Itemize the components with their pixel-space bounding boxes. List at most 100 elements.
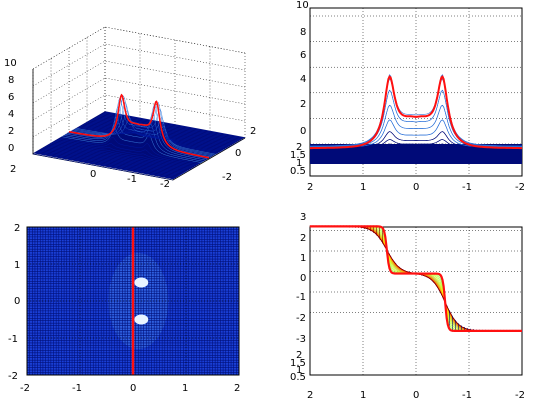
x-tick-label: -1 [72, 383, 82, 394]
x-tick-label: 2 [234, 383, 240, 394]
x-tick-label: 1 [182, 383, 188, 394]
side-view-plot: 10 8 6 4 2 0 2 1.5 1 0.5 2 1 0 -1 -2 [290, 0, 525, 193]
highlight-curve-line [310, 75, 522, 150]
mesh-line [54, 141, 195, 168]
y-tick-label: 2 [300, 99, 306, 110]
mesh-line [32, 153, 174, 181]
mesh-line [50, 143, 192, 170]
grid-line [32, 60, 246, 104]
mesh-line [49, 144, 190, 171]
mesh-line [310, 78, 522, 147]
y-tick-label: -1 [296, 292, 306, 303]
x-tick-label: -1 [127, 174, 137, 185]
mesh-line [99, 114, 240, 142]
surface-base [33, 111, 245, 180]
y-tick-label: 2 [300, 233, 306, 244]
mesh-line [101, 113, 242, 141]
y-tick-label: 0 [14, 296, 20, 307]
x-tick-label: 2 [10, 164, 16, 175]
mesh-line [40, 149, 181, 177]
y-tick-label: 6 [300, 50, 306, 61]
colored-side-view-plot: 3 2 1 0 -1 -2 -3 2 1.5 1 0.5 2 1 0 -1 -2 [290, 212, 525, 401]
tick-labels: 3 2 1 0 -1 -2 -3 2 1.5 1 0.5 2 1 0 -1 -2 [290, 212, 525, 401]
y-tick-label: 4 [300, 74, 306, 85]
y-tick-label: -1 [8, 334, 18, 345]
tick-labels: 2 1 0 -1 -2 -2 -1 0 1 2 [8, 223, 240, 394]
z-tick-label: 6 [8, 92, 14, 103]
mesh-line [72, 101, 213, 157]
y-tick-label: 1 [14, 260, 20, 271]
x-tick-label: 2 [307, 182, 313, 193]
y-tick-label: -2 [296, 313, 306, 324]
peak-marker [134, 277, 149, 288]
mesh-band [310, 144, 522, 164]
grid-line [32, 77, 246, 121]
y-tick-label: 3 [300, 212, 306, 223]
top-view-plot: 2 1 0 -1 -2 -2 -1 0 1 2 [8, 223, 240, 394]
highlight-curve-line [310, 225, 522, 332]
mesh-line [43, 147, 184, 174]
y-tick-label: 2 [296, 142, 302, 153]
x-tick-label: 0 [90, 169, 96, 180]
grid-lines [309, 227, 523, 375]
mesh-line [41, 148, 183, 175]
y-tick-label: 1 [296, 365, 302, 376]
surface-3d-tick-labels: 0 2 4 6 8 10 2 0 -1 -2 2 0 -2 [4, 58, 256, 190]
y-tick-label: 8 [300, 27, 306, 38]
mesh-line [38, 150, 179, 178]
mesh-line [59, 136, 201, 165]
mesh-line [81, 125, 222, 152]
y-tick-label: 0 [300, 273, 306, 284]
y-tick-label: 2 [250, 126, 256, 137]
z-tick-label: 4 [8, 109, 14, 120]
x-tick-label: 2 [307, 390, 313, 401]
mesh-line [97, 115, 238, 143]
z-tick-label: 2 [8, 126, 14, 137]
x-tick-label: 0 [413, 390, 419, 401]
axis-line [32, 26, 246, 70]
y-tick-label: 2 [14, 223, 20, 234]
z-tick-label: 0 [8, 143, 14, 154]
plot-area-frame [309, 226, 523, 376]
mesh-line [52, 142, 193, 169]
x-tick-label: -2 [20, 383, 30, 394]
y-tick-label: 0.5 [290, 372, 306, 383]
mesh-line [94, 118, 235, 145]
x-tick-label: -2 [515, 390, 525, 401]
y-tick-label: 0 [300, 126, 306, 137]
peak-markers [134, 277, 149, 325]
mesh-line [90, 120, 231, 147]
mesh-line [86, 122, 228, 149]
z-tick-label: 10 [4, 58, 17, 69]
plot-area-frame [26, 226, 240, 376]
mesh-line [34, 152, 175, 180]
mesh-line [56, 140, 197, 167]
grid-line [32, 43, 246, 87]
x-tick-label: 1 [360, 182, 366, 193]
mesh-line [74, 110, 215, 156]
mesh-line [88, 121, 229, 148]
mesh-line [85, 123, 226, 150]
y-tick-label: 10 [296, 0, 309, 11]
y-tick-label: 0.5 [290, 166, 306, 177]
surface-3d-mesh [32, 93, 246, 181]
grid-line [32, 94, 246, 138]
mesh-line [310, 89, 522, 147]
y-tick-label: 1.5 [290, 150, 306, 161]
y-tick-label: 2 [296, 350, 302, 361]
y-tick-label: 1 [296, 158, 302, 169]
tick-labels: 10 8 6 4 2 0 2 1.5 1 0.5 2 1 0 -1 -2 [290, 0, 525, 193]
x-tick-label: -1 [462, 390, 472, 401]
surface-3d-axes-box [32, 26, 246, 181]
y-tick-label: 1.5 [290, 358, 306, 369]
peak-marker [134, 314, 149, 325]
x-tick-label: -1 [462, 182, 472, 193]
highlight-curve [310, 225, 522, 332]
x-tick-label: -2 [160, 179, 170, 190]
z-tick-label: 8 [8, 75, 14, 86]
mesh-line [83, 124, 224, 151]
mesh-line [65, 105, 206, 161]
x-tick-label: 0 [413, 182, 419, 193]
y-tick-label: -2 [222, 172, 232, 183]
